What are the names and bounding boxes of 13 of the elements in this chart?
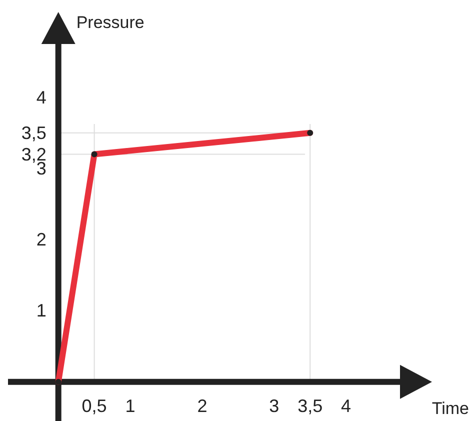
y-tick-label: 2: [36, 230, 46, 250]
y-axis-title: Pressure: [76, 13, 144, 32]
x-tick-label: 3: [269, 396, 280, 416]
y-tick-label: 3,5: [21, 122, 46, 143]
x-tick-label: 2: [197, 396, 208, 416]
y-tick-label: 1: [36, 300, 46, 321]
y-tick-label: 4: [36, 87, 46, 108]
x-tick-label: 0,5: [82, 396, 107, 416]
x-axis-title: Time: [432, 398, 469, 418]
x-tick-label: 1: [125, 396, 136, 416]
y-tick-label: 3,2: [21, 144, 46, 164]
x-tick-label: 4: [341, 396, 352, 416]
x-tick-label: 3,5: [298, 396, 323, 416]
